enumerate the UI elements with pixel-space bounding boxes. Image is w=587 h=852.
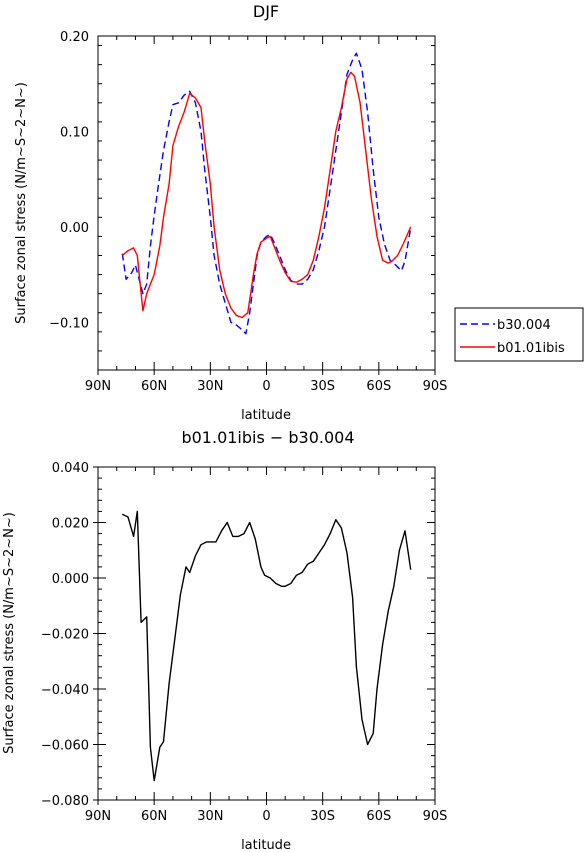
bottom-y-tick-label: −0.060 <box>41 739 89 754</box>
bottom-panel: b01.01ibis − b30.004 0.040 0.020 0.000 −0.0… <box>2 428 447 852</box>
legend: b30.004 b01.01ibis <box>454 307 584 362</box>
bottom-y-tick-label: −0.020 <box>41 628 89 643</box>
top-y-tick-labels: 0.20 0.10 0.00 −0.10 <box>49 30 89 331</box>
top-x-tick-label: 60N <box>141 379 167 394</box>
top-x-axis-label: latitude <box>241 408 291 423</box>
bottom-y-tick-label: −0.080 <box>41 794 89 809</box>
bottom-y-tick-label: −0.040 <box>41 683 89 698</box>
top-x-tick-label: 30S <box>310 379 335 394</box>
bottom-x-tick-label: 60S <box>366 809 391 824</box>
bottom-series <box>121 510 412 782</box>
bottom-y-tick-label: 0.020 <box>52 517 89 532</box>
top-title: DJF <box>253 2 279 21</box>
top-plot-frame <box>97 35 436 371</box>
bottom-x-axis-label: latitude <box>241 838 291 852</box>
bottom-x-tick-label: 90S <box>423 809 448 824</box>
bottom-x-tick-label: 30N <box>197 809 223 824</box>
bottom-y-axis-label: Surface zonal stress (N/m~S~2~N~) <box>2 512 17 754</box>
bottom-x-tick-label: 60N <box>141 809 167 824</box>
top-y-tick-label: 0.10 <box>60 125 89 140</box>
bottom-series-line-0 <box>121 510 412 782</box>
bottom-y-tick-labels: 0.040 0.020 0.000 −0.020 −0.040 −0.060 −0.080 <box>41 461 89 809</box>
bottom-ticks <box>93 466 436 805</box>
bottom-y-tick-label: 0.000 <box>52 572 89 587</box>
top-y-axis-label: Surface zonal stress (N/m~S~2~N~) <box>14 82 29 324</box>
top-x-tick-label: 90S <box>423 379 448 394</box>
top-series-line-1 <box>121 71 412 319</box>
top-y-tick-label: −0.10 <box>49 316 89 331</box>
top-x-tick-label: 90N <box>85 379 111 394</box>
top-series-line-0 <box>121 52 412 335</box>
top-panel: DJF 0.200.100.00−0.10 90N 60N 30N 0 30S 60S 90… <box>14 2 584 423</box>
top-x-tick-label: 60S <box>366 379 391 394</box>
bottom-title: b01.01ibis − b30.004 <box>181 428 354 447</box>
top-series <box>121 52 412 335</box>
legend-label-b30-004: b30.004 <box>497 318 551 333</box>
bottom-x-tick-labels: 90N 60N 30N 0 30S 60S 90S <box>85 809 448 824</box>
bottom-x-tick-label: 0 <box>262 809 270 824</box>
bottom-x-tick-label: 30S <box>310 809 335 824</box>
top-y-tick-label: 0.00 <box>60 221 89 236</box>
bottom-x-tick-label: 90N <box>85 809 111 824</box>
bottom-y-tick-label: 0.040 <box>52 461 89 476</box>
top-y-tick-label: 0.20 <box>60 30 89 45</box>
top-x-tick-label: 0 <box>262 379 270 394</box>
top-x-tick-label: 30N <box>197 379 223 394</box>
top-ticks <box>97 36 436 375</box>
legend-box <box>454 307 584 362</box>
top-x-tick-labels: 90N 60N 30N 0 30S 60S 90S <box>85 379 448 394</box>
legend-label-b01-01ibis: b01.01ibis <box>497 341 565 356</box>
